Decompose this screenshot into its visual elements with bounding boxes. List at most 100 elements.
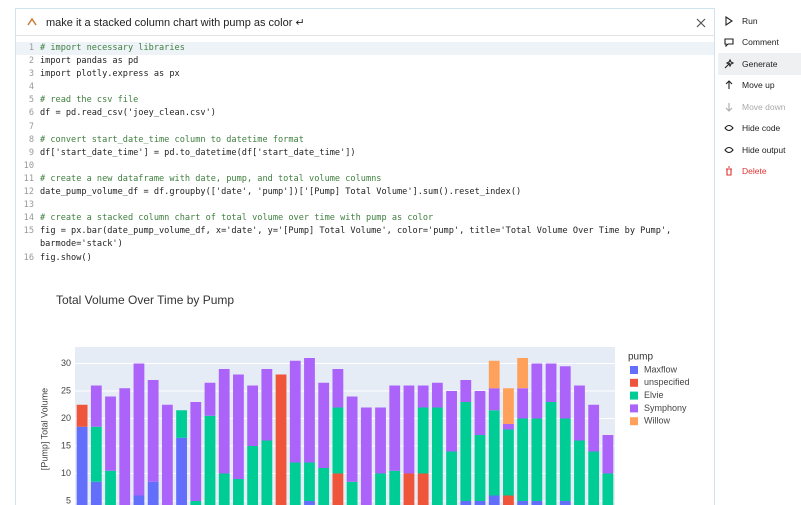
notebook-cell: make it a stacked column chart with pump… xyxy=(15,8,715,505)
bar-segment xyxy=(488,495,500,505)
menu-icon xyxy=(724,38,734,48)
bar-segment xyxy=(147,481,159,505)
y-tick-label: 5 xyxy=(66,495,71,505)
prompt-text: make it a stacked column chart with pump… xyxy=(46,16,305,29)
line-number: 2 xyxy=(28,56,34,67)
code-row: 3 import plotly.express as px xyxy=(16,68,714,81)
icon-shape xyxy=(724,58,734,69)
bar-segment xyxy=(488,410,500,496)
bar-segment xyxy=(247,446,259,505)
close-button[interactable] xyxy=(696,18,706,28)
bar-segment xyxy=(76,404,88,427)
line-number: 1 xyxy=(28,43,34,53)
cell-menu: Run Comment Generate Move up Move down Hide c… xyxy=(718,10,801,182)
legend-label: unspecified xyxy=(644,377,690,387)
bar-segment xyxy=(176,410,187,438)
code-text: df = pd.read_csv('joey_clean.csv') xyxy=(40,108,216,119)
menu-item[interactable]: Move down xyxy=(718,96,801,118)
menu-item[interactable]: Hide output xyxy=(718,139,801,161)
bar-segment xyxy=(431,407,443,505)
menu-label: Delete xyxy=(742,166,767,177)
bar-segment xyxy=(133,495,145,505)
code-text: # create a new dataframe with date, pump… xyxy=(40,173,382,184)
bar-segment xyxy=(304,358,315,463)
code-text xyxy=(38,199,40,212)
bar-segment xyxy=(446,451,457,505)
bar-segment xyxy=(375,407,386,474)
menu-icon xyxy=(725,80,733,90)
bar-segment xyxy=(346,396,358,482)
bar-segment xyxy=(218,473,230,505)
bar-segment xyxy=(332,407,344,474)
code-row: 2 import pandas as pd xyxy=(16,55,714,68)
code-row: 11 # create a new dataframe with date, pu… xyxy=(16,173,714,186)
bar-segment xyxy=(247,385,259,446)
bar-segment xyxy=(545,402,557,505)
bar-segment xyxy=(417,385,429,408)
menu-item[interactable]: Run xyxy=(718,10,801,32)
code-row: 7 xyxy=(16,121,714,134)
bar-segment xyxy=(417,473,429,505)
code-row: 15 fig = px.bar(date_pump_volume_df, x='d… xyxy=(16,225,714,238)
line-number: 11 xyxy=(23,173,34,184)
line-number xyxy=(16,238,38,251)
legend-label: Maxflow xyxy=(644,364,678,374)
bar-segment xyxy=(460,380,472,402)
bar-segment xyxy=(233,479,244,505)
bar-segment xyxy=(76,426,88,505)
code-row: 4 xyxy=(16,81,714,94)
legend-swatch xyxy=(630,378,638,387)
bar-segment xyxy=(503,495,514,505)
y-tick-label: 15 xyxy=(61,440,71,450)
icon-shape xyxy=(726,166,732,176)
code-text: # import necessary libraries xyxy=(40,43,185,53)
bar-segment xyxy=(460,402,472,501)
bar-segment xyxy=(517,418,529,501)
line-number: 7 xyxy=(28,121,34,132)
menu-item[interactable]: Generate xyxy=(718,53,801,75)
line-number: 5 xyxy=(28,95,34,106)
bar-segment xyxy=(602,473,614,505)
bar-segment xyxy=(517,358,529,389)
bar-segment xyxy=(559,501,571,505)
bar-segment xyxy=(474,501,486,505)
code-row: 16 fig.show() xyxy=(16,252,714,265)
bar-segment xyxy=(389,470,401,505)
legend-label: Symphony xyxy=(644,403,687,413)
menu-label: Generate xyxy=(742,58,778,69)
code-row: barmode='stack') xyxy=(16,238,714,251)
bar-segment xyxy=(531,363,543,419)
bar-segment xyxy=(488,388,500,411)
menu-label: Comment xyxy=(742,37,779,48)
code-row: 10 xyxy=(16,160,714,173)
menu-item[interactable]: Comment xyxy=(718,32,801,54)
menu-label: Hide code xyxy=(742,123,781,134)
bar-segment xyxy=(332,473,344,505)
menu-icon xyxy=(726,166,732,176)
code-text: fig = px.bar(date_pump_volume_df, x='dat… xyxy=(40,226,672,237)
menu-item[interactable]: Hide code xyxy=(718,118,801,140)
legend-swatch xyxy=(630,404,638,413)
icon-shape xyxy=(724,146,734,153)
bar-segment xyxy=(261,440,273,505)
line-number: 8 xyxy=(28,134,34,145)
menu-icon xyxy=(724,58,734,69)
bar-segment xyxy=(588,451,600,505)
bar-segment xyxy=(275,374,287,505)
code-text: date_pump_volume_df = df.groupby(['date'… xyxy=(40,187,522,198)
bar-segment xyxy=(446,391,457,452)
bar-segment xyxy=(332,369,344,408)
menu-icon xyxy=(724,125,734,132)
ai-icon xyxy=(27,17,37,26)
menu-icon xyxy=(725,102,733,112)
code-text xyxy=(38,81,40,94)
menu-item[interactable]: Delete xyxy=(718,161,801,183)
menu-item[interactable]: Move up xyxy=(718,75,801,97)
icon-shape xyxy=(725,80,733,90)
code-editor[interactable]: 1 # import necessary libraries 2 import pan… xyxy=(16,36,714,265)
bar-segment xyxy=(289,462,301,505)
legend-swatch xyxy=(630,366,638,374)
y-tick-label: 10 xyxy=(61,468,71,478)
bar-segment xyxy=(360,407,372,505)
menu-label: Move up xyxy=(742,80,775,91)
